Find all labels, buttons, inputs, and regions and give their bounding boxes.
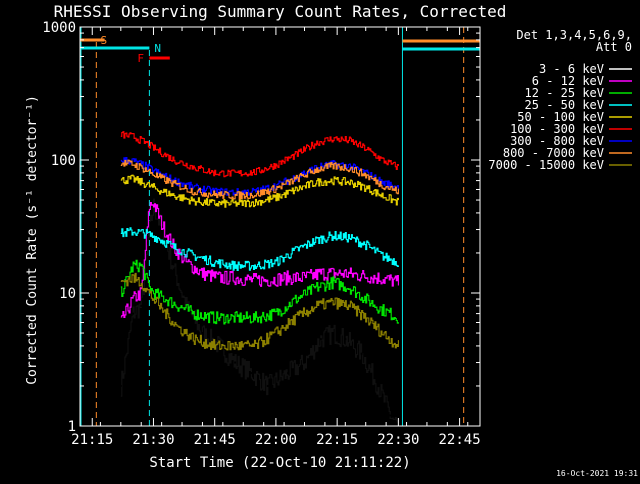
series-line-3 xyxy=(120,259,399,325)
legend-label: 12 - 25 keV xyxy=(525,86,604,100)
legend-header: Att 0 xyxy=(596,40,632,54)
series-line-5 xyxy=(120,174,399,208)
series-point-1 xyxy=(344,338,347,341)
legend-label: 100 - 300 keV xyxy=(510,122,604,136)
series-point-1 xyxy=(201,332,204,335)
axis-ticks: 21:15 21:30 21:45 22:00 22:15 22:30 22:45 1 10 10… xyxy=(42,20,480,448)
flag-label-s: S xyxy=(100,34,107,47)
series-line-1 xyxy=(120,198,399,423)
x-tick-label: 21:45 xyxy=(194,432,236,448)
x-axis-label: Start Time (22-Oct-10 21:11:22) xyxy=(149,455,410,471)
flag-label-n: N xyxy=(154,42,161,55)
series-point-1 xyxy=(376,384,379,387)
flag-label-f: F xyxy=(137,52,144,65)
timestamp: 16-Oct-2021 19:31 xyxy=(556,469,638,478)
y-tick-label: 10 xyxy=(59,286,76,302)
series-point-1 xyxy=(132,312,135,315)
series-line-6 xyxy=(120,131,399,178)
series-point-1 xyxy=(119,384,122,387)
x-tick-label: 22:00 xyxy=(255,432,297,448)
series-line-4 xyxy=(120,227,399,271)
series-point-1 xyxy=(266,384,269,387)
y-tick-label: 1 xyxy=(68,419,76,435)
series-point-1 xyxy=(250,372,253,375)
legend-label: 50 - 100 keV xyxy=(517,110,604,124)
legend-label: 7000 - 15000 keV xyxy=(488,158,604,172)
series-line-9 xyxy=(120,272,399,351)
x-tick-label: 22:45 xyxy=(439,432,481,448)
legend-label: 3 - 6 keV xyxy=(539,62,604,76)
y-tick-label: 1000 xyxy=(42,20,76,36)
x-tick-label: 21:30 xyxy=(132,432,174,448)
series-point-1 xyxy=(389,414,392,417)
x-tick-label: 21:15 xyxy=(71,432,113,448)
series-point-1 xyxy=(217,344,220,347)
y-tick-label: 100 xyxy=(51,153,76,169)
series-point-1 xyxy=(172,268,175,271)
series-point-1 xyxy=(332,332,335,335)
series-line-2 xyxy=(120,201,399,319)
y-axis-label: Corrected Count Rate (s⁻¹ detector⁻¹) xyxy=(25,95,40,385)
legend-header: Det 1,3,4,5,6,9, xyxy=(516,28,632,42)
x-tick-label: 22:15 xyxy=(316,432,358,448)
plot-frame xyxy=(79,26,481,427)
series-layer xyxy=(119,131,400,427)
legend-label: 300 - 800 keV xyxy=(510,134,604,148)
reference-lines xyxy=(80,27,465,426)
chart-title: RHESSI Observing Summary Count Rates, Co… xyxy=(54,2,507,21)
series-point-1 xyxy=(148,228,151,231)
legend-label: 25 - 50 keV xyxy=(525,98,604,112)
series-point-1 xyxy=(140,304,143,307)
x-tick-label: 22:30 xyxy=(377,432,419,448)
series-line-8 xyxy=(120,159,399,200)
flag-layer: S NF xyxy=(80,34,480,65)
series-point-1 xyxy=(303,361,306,364)
legend-label: 800 - 7000 keV xyxy=(503,146,604,160)
series-point-1 xyxy=(234,361,237,364)
series-point-1 xyxy=(287,372,290,375)
series-point-1 xyxy=(319,338,322,341)
legend-label: 6 - 12 keV xyxy=(532,74,604,88)
series-point-1 xyxy=(360,352,363,355)
